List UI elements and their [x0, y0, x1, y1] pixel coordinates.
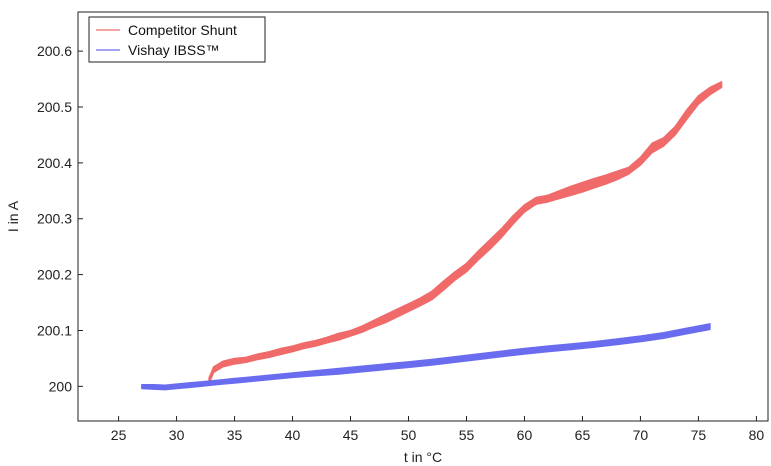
x-tick-label: 75 [691, 427, 707, 443]
x-tick-label: 35 [227, 427, 243, 443]
y-axis-ticks: 200 200.1 200.2 200.3 200.4 200.5 200.6 [37, 43, 83, 394]
y-tick-label: 200.3 [37, 211, 72, 227]
x-tick-label: 50 [401, 427, 417, 443]
y-tick-label: 200 [49, 378, 73, 394]
plot-series-layer [141, 81, 723, 391]
x-tick-label: 40 [285, 427, 301, 443]
y-tick-label: 200.2 [37, 267, 72, 283]
plot-frame [77, 11, 769, 422]
series-band-competitor-shunt [208, 81, 723, 385]
y-tick-label: 200.4 [37, 155, 72, 171]
x-axis-title: t in °C [404, 449, 442, 465]
x-tick-label: 30 [169, 427, 185, 443]
y-tick-label: 200.1 [37, 322, 72, 338]
x-tick-label: 70 [633, 427, 649, 443]
legend-label-vishay-ibss: Vishay IBSS™ [128, 42, 220, 58]
x-tick-label: 80 [749, 427, 765, 443]
legend-label-competitor-shunt: Competitor Shunt [128, 22, 237, 38]
y-tick-label: 200.5 [37, 99, 72, 115]
x-tick-label: 65 [575, 427, 591, 443]
y-tick-label: 200.6 [37, 43, 72, 59]
legend-box [88, 16, 266, 63]
y-axis-title: I in A [5, 200, 21, 232]
x-tick-label: 60 [517, 427, 533, 443]
x-axis-ticks: 25 30 35 40 45 50 55 60 65 70 75 80 [111, 416, 765, 443]
x-tick-label: 25 [111, 427, 127, 443]
series-band-vishay-ibss [141, 323, 711, 391]
x-tick-label: 45 [343, 427, 359, 443]
legend: Competitor Shunt Vishay IBSS™ [88, 16, 266, 63]
x-tick-label: 55 [459, 427, 475, 443]
